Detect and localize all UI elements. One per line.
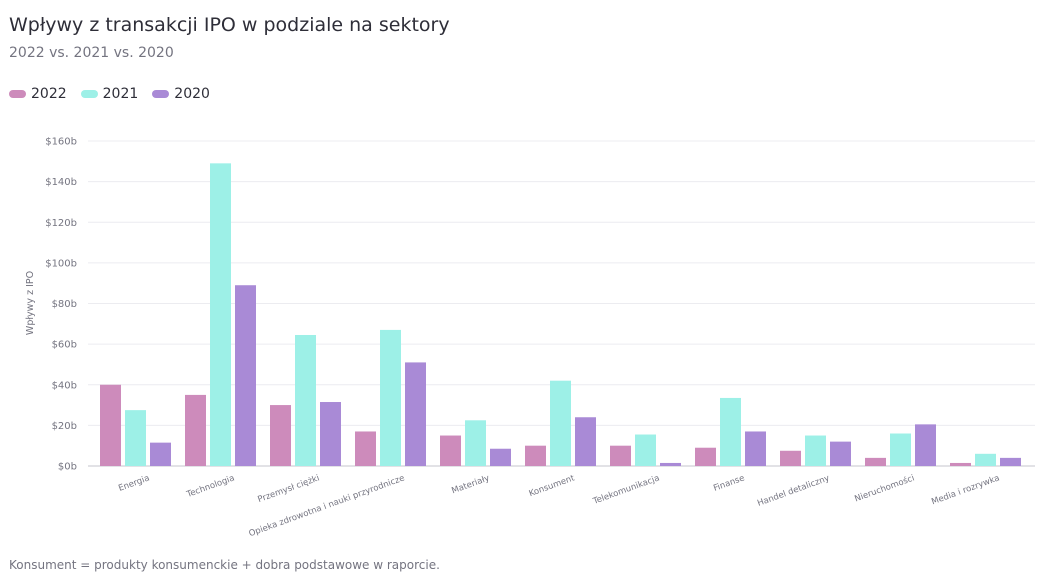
bar-2022: [270, 405, 291, 466]
bar-2020: [405, 362, 426, 466]
bar-2022: [865, 457, 886, 466]
x-tick-label: Energia: [117, 473, 151, 493]
bar-2021: [550, 380, 571, 466]
y-tick-label: $20b: [52, 421, 77, 432]
y-tick-label: $120b: [45, 218, 77, 229]
bar-2021: [210, 163, 231, 466]
legend-swatch-2022: [9, 90, 26, 98]
y-tick-label: $100b: [45, 258, 77, 269]
legend-label-2021: 2021: [102, 86, 139, 102]
bar-2022: [780, 450, 801, 466]
bar-2021: [635, 434, 656, 466]
bar-2020: [320, 402, 341, 466]
x-tick-label: Nieruchomości: [853, 472, 916, 504]
bar-2020: [1000, 457, 1021, 466]
legend: 2022 2021 2020: [9, 86, 224, 102]
legend-item-2021[interactable]: 2021: [80, 86, 139, 102]
bar-2020: [745, 431, 766, 466]
x-tick-label: Finanse: [712, 473, 746, 493]
y-axis-label: Wpływy z IPO: [25, 271, 36, 335]
bar-2021: [805, 435, 826, 466]
y-tick-label: $80b: [52, 299, 77, 310]
chart-title: Wpływy z transakcji IPO w podziale na se…: [9, 14, 450, 36]
bar-2022: [185, 394, 206, 466]
bar-2022: [100, 384, 121, 466]
x-tick-label: Przemysł ciężki: [256, 473, 321, 505]
x-tick-label: Media i rozrywka: [930, 473, 1001, 507]
y-tick-label: $160b: [45, 137, 77, 148]
bar-2021: [720, 397, 741, 466]
legend-label-2022: 2022: [31, 86, 67, 102]
bar-2022: [695, 447, 716, 466]
y-tick-label: $40b: [52, 380, 77, 391]
x-tick-label: Materiały: [450, 473, 491, 496]
legend-swatch-2021: [80, 90, 98, 98]
bar-2022: [525, 445, 546, 466]
y-tick-label: $0b: [58, 462, 77, 473]
bar-2021: [295, 334, 316, 466]
y-tick-label: $140b: [45, 177, 77, 188]
x-tick-label: Handel detaliczny: [756, 473, 831, 508]
chart-footnote: Konsument = produkty konsumenckie + dobr…: [9, 558, 440, 572]
x-tick-label: Telekomunikacja: [591, 473, 661, 507]
bar-2021: [975, 453, 996, 466]
x-tick-label: Konsument: [528, 473, 577, 499]
legend-item-2020[interactable]: 2020: [152, 86, 210, 102]
bar-2020: [575, 417, 596, 466]
legend-swatch-2020: [152, 90, 170, 98]
bar-2020: [490, 448, 511, 466]
legend-label-2020: 2020: [174, 86, 210, 102]
x-tick-label: Opieka zdrowotna i nauki przyrodnicze: [248, 473, 406, 539]
bar-2020: [830, 441, 851, 466]
bar-2021: [125, 410, 146, 466]
bar-2021: [380, 329, 401, 466]
bar-2020: [235, 285, 256, 466]
bar-2022: [610, 445, 631, 466]
bar-2020: [660, 462, 681, 466]
bar-2020: [150, 442, 171, 466]
bar-2022: [950, 462, 971, 466]
bar-2021: [465, 420, 486, 466]
legend-item-2022[interactable]: 2022: [9, 86, 67, 102]
bar-2022: [355, 431, 376, 466]
y-tick-label: $60b: [52, 340, 77, 351]
x-tick-label: Technologia: [185, 473, 236, 500]
bar-2021: [890, 433, 911, 466]
chart-subtitle: 2022 vs. 2021 vs. 2020: [9, 45, 174, 61]
bar-2022: [440, 435, 461, 466]
bar-2020: [915, 424, 936, 466]
